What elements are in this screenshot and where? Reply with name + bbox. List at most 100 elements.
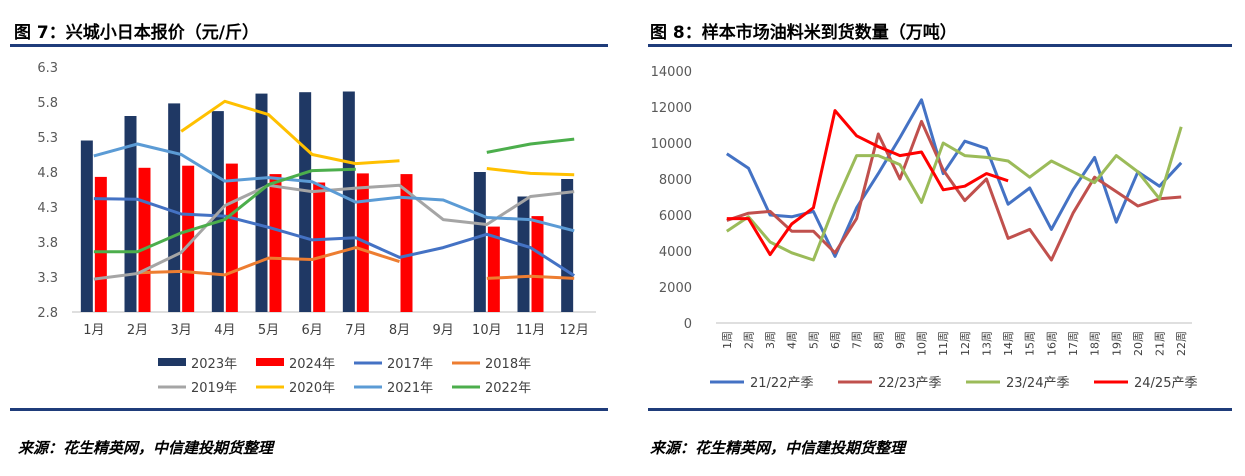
bar-2024 [269,174,282,312]
series-line-23-24 [725,126,1183,262]
legend-label: 2021年 [387,381,433,396]
x-tick-label: 7月 [345,323,366,338]
y-tick-label: 2.8 [37,306,58,321]
x-tick-label: 18周 [1089,331,1102,356]
bar-2023 [255,93,268,312]
x-tick-label: 6月 [302,323,323,338]
x-tick-label: 2周 [742,331,755,349]
x-tick-label: 9周 [894,331,907,349]
left-figure-title: 图 7：兴城小日本报价（元/斤） [14,23,259,43]
x-tick-label: 13周 [980,331,993,356]
x-tick-label: 5月 [258,323,279,338]
legend-label: 2017年 [387,357,433,372]
series-line-2019 [93,183,575,281]
x-tick-label: 14周 [1002,331,1015,356]
y-tick-label: 12000 [651,101,692,116]
y-tick-label: 6000 [659,209,692,224]
y-tick-label: 2000 [659,281,692,296]
right-figure-title: 图 8：样本市场油料米到货数量（万吨） [650,23,957,43]
x-tick-label: 6周 [829,331,842,349]
bar-2023 [299,92,312,312]
series-line-2022 [93,137,575,254]
x-tick-label: 21周 [1154,331,1167,356]
series-line-22-23 [726,119,1182,262]
x-tick-label: 3月 [171,323,192,338]
right-source-note: 来源：花生精英网，中信建投期货整理 [650,439,906,457]
series-line-21-22 [725,98,1183,258]
bar-2023 [80,140,93,312]
x-tick-label: 8周 [872,331,885,349]
y-tick-label: 4.8 [37,166,58,181]
legend-label: 2020年 [289,381,335,396]
y-tick-label: 10000 [651,137,692,152]
y-tick-label: 5.8 [37,96,58,111]
x-tick-label: 7周 [851,331,864,349]
bar-2023 [168,103,181,313]
y-tick-label: 5.3 [37,131,58,146]
right-bottom-rule [648,408,1232,411]
x-tick-label: 12月 [559,323,589,338]
bar-2024 [356,173,369,312]
bar-2024 [531,216,544,312]
legend-swatch [158,358,186,366]
x-tick-label: 1月 [83,323,104,338]
x-tick-label: 1周 [721,331,734,349]
y-tick-label: 6.3 [37,61,58,76]
x-tick-label: 19周 [1110,331,1123,356]
x-tick-label: 15周 [1024,331,1037,356]
left-chart-svg: 2.8 3.3 3.8 4.3 4.8 5.3 5.8 6.3 1月 2月 3月 4月 5月 6月 7月 8月… [37,61,596,396]
x-tick-label: 22周 [1175,331,1188,356]
legend-swatch [256,358,284,366]
series-line-24-25 [726,109,1009,257]
bar-2024 [313,182,326,312]
legend-label: 2018年 [485,357,531,372]
bar-2023 [342,91,355,312]
y-tick-label: 8000 [659,173,692,188]
series-line-2021 [93,142,575,233]
x-tick-label: 12周 [959,331,972,356]
left-chart-panel: 图 7：兴城小日本报价（元/斤） 2.8 3.3 3.8 4.3 4.8 5.3 5.8 6.… [0,0,622,476]
x-tick-label: 10月 [472,323,502,338]
legend-label: 2024年 [289,357,335,372]
y-tick-label: 0 [684,317,692,332]
right-chart-panel: 图 8：样本市场油料米到货数量（万吨） 0 2000 4000 6000 8000 100… [622,0,1245,476]
bar-2024 [225,163,238,312]
x-tick-label: 4月 [214,323,235,338]
x-tick-label: 17周 [1067,331,1080,356]
y-tick-label: 3.8 [37,236,58,251]
bar-2023 [517,196,530,312]
x-tick-label: 10周 [916,331,929,356]
legend-label: 2022年 [485,381,531,396]
x-tick-label: 9月 [433,323,454,338]
legend-label: 2019年 [191,381,237,396]
right-chart-svg: 0 2000 4000 6000 8000 10000 12000 14000 1周 2周 3周 4周… [651,65,1198,391]
x-tick-label: 5周 [807,331,820,349]
legend-label: 24/25产季 [1134,376,1197,391]
series-line-2020 [180,99,575,177]
legend-label: 2023年 [191,357,237,372]
legend-label: 23/24产季 [1006,376,1069,391]
y-tick-label: 14000 [651,65,692,80]
bar-2024 [182,165,195,312]
bar-2024 [487,226,500,312]
bar-2024 [400,174,413,312]
bar-2024 [138,167,151,312]
bar-2023 [561,179,574,312]
x-tick-label: 8月 [389,323,410,338]
x-tick-label: 16周 [1045,331,1058,356]
y-tick-label: 3.3 [37,271,58,286]
bar-2023 [473,172,486,312]
legend-label: 22/23产季 [878,376,941,391]
y-tick-label: 4.3 [37,201,58,216]
series-line-2017 [93,197,576,277]
bar-2023 [124,116,137,312]
right-top-rule [648,44,1232,47]
x-tick-label: 11周 [937,331,950,356]
left-source-note: 来源：花生精英网，中信建投期货整理 [18,439,274,457]
left-bottom-rule [10,408,608,411]
x-tick-label: 4周 [786,331,799,349]
series-line-2018 [137,246,575,280]
left-top-rule [10,44,608,47]
x-tick-label: 11月 [516,323,546,338]
x-tick-label: 20周 [1132,331,1145,356]
